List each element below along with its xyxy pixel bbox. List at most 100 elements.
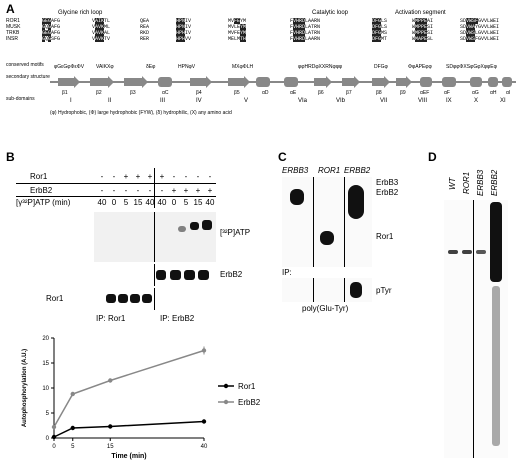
structure-b2: β2 <box>96 90 102 96</box>
alignment-block-3: QEA REA RKD RER <box>140 18 150 42</box>
band-erbb2-3 <box>184 270 195 280</box>
motif-3: δEφ <box>146 64 156 70</box>
activation-segment-label: Activation segment <box>395 10 446 16</box>
c-label-erbb3: ErbB3 <box>376 178 399 187</box>
motif-8: ΦφAPEφφ <box>408 64 432 70</box>
y-tick-label: 10 <box>42 386 49 392</box>
band-erbb2-1 <box>156 270 166 280</box>
motif-9: SDφφΦXSφGφXφφEφ <box>446 64 497 70</box>
band-ror1-2 <box>118 294 128 303</box>
ror1-sign: + <box>135 172 141 181</box>
ror1-sign: - <box>112 172 116 181</box>
legend-marker-erbb2 <box>223 399 229 405</box>
data-point-ror1 <box>201 419 207 424</box>
time-value: 40 <box>145 198 155 207</box>
time-value: 0 <box>111 198 117 207</box>
series-line-erbb2 <box>53 349 205 428</box>
structure-ag: αG <box>472 90 479 96</box>
structure-af: αF <box>444 90 450 96</box>
band-ror1-4 <box>142 294 152 303</box>
data-point-erbb2 <box>51 424 57 430</box>
ip-erbb2-label: IP: ErbB2 <box>160 314 195 323</box>
subdomain-7: VII <box>380 98 388 104</box>
alignment-block-1: GEGAFG GQGAFG GEGAFG GQGSFG <box>42 18 61 42</box>
secondary-structure-label: secondary structure <box>6 74 50 80</box>
sub-domains-label: sub-domains <box>6 96 35 102</box>
band-d-wt <box>448 250 458 254</box>
structure-b9: β9 <box>400 90 406 96</box>
c-ptyr-label: pTyr <box>376 286 392 295</box>
band-c-erbb3 <box>290 189 304 205</box>
band-erbb2-4 <box>198 270 209 280</box>
structure-b1: β1 <box>62 90 68 96</box>
panel-b-letter: B <box>6 150 15 164</box>
band-atp-40 <box>202 220 212 230</box>
band-erbb2-2 <box>170 270 181 280</box>
lane-label-erbb3: ERBB3 <box>282 166 309 175</box>
alignment-block-2: VAIKTL VAVKML VAVKAL VAVKTV <box>92 18 111 42</box>
motif-5: MXφΦLH <box>232 64 254 70</box>
band-atp-15 <box>190 222 199 230</box>
ror1-sign: - <box>172 172 176 181</box>
subdomain-6a: VIa <box>298 98 308 104</box>
erbb2-sign: - <box>136 186 140 195</box>
alignment-block-4: HPNIV HPNIV HPHIV HPHVV <box>176 18 192 42</box>
ror1-sign: + <box>159 172 165 181</box>
alignment-block-9: SDVWSFGVVLWEI SDVWAYGVVLWEI SDVWSLGVVLWE… <box>460 18 500 42</box>
x-tick-label: 0 <box>52 444 56 450</box>
blot-erbb2-label: ErbB2 <box>220 270 243 279</box>
d-lane-wt: WT <box>448 177 457 190</box>
time-value: 0 <box>171 198 177 207</box>
erbb2-sign: - <box>148 186 152 195</box>
band-atp-5 <box>178 226 186 232</box>
d-lane-erbb2: ERBB2 <box>490 169 499 196</box>
motif-legend: (φ) Hydrophobic, (Φ) large hydrophobic (… <box>50 110 232 116</box>
y-tick-label: 0 <box>46 436 50 442</box>
structure-aef: αEF <box>420 90 430 96</box>
x-tick-label: 40 <box>201 444 208 450</box>
blot-atp-label: [³²P]ATP <box>220 228 251 237</box>
subdomain-5: V <box>244 98 249 104</box>
ror1-sign: + <box>147 172 153 181</box>
structure-ac: αC <box>162 90 169 96</box>
protein-insr: INSR <box>6 36 18 42</box>
c-divider-4 <box>344 278 345 302</box>
structure-b7: β7 <box>346 90 352 96</box>
subdomain-4: IV <box>196 98 202 104</box>
c-label-erbb2: ErbB2 <box>376 188 399 197</box>
c-substrate-label: poly(Glu-Tyr) <box>302 304 349 313</box>
band-d-erbb2-smear <box>490 202 502 282</box>
band-d-erbb3 <box>476 250 486 254</box>
time-value: 40 <box>205 198 215 207</box>
atp-time-row-label: [γ³²P]ATP (min) <box>16 198 71 207</box>
subdomain-11: XI <box>500 98 506 104</box>
panel-c-blot-bottom <box>282 278 372 302</box>
subdomain-9: IX <box>446 98 452 104</box>
c-divider-2 <box>344 177 345 267</box>
header-divider-2 <box>16 196 216 197</box>
structure-ah: αH <box>490 90 497 96</box>
time-value: 15 <box>133 198 143 207</box>
protein-name-list: ROR1 MUSK TRKB INSR <box>6 18 20 42</box>
ror1-sign: - <box>196 172 200 181</box>
band-c-erbb2 <box>348 185 364 219</box>
panel-c-blot-top <box>282 177 372 267</box>
band-d-erbb2-ladder <box>492 286 500 446</box>
band-ror1-3 <box>130 294 140 303</box>
motif-2: VAIKXφ <box>96 64 114 70</box>
subdomain-10: X <box>474 98 479 104</box>
glycine-loop-label: Glycine rich loop <box>58 10 103 16</box>
series-line-ror1 <box>53 420 205 438</box>
blot-divider-1 <box>154 212 155 262</box>
catalytic-loop-label: Catalytic loop <box>312 10 349 16</box>
subdomain-1: I <box>70 98 72 104</box>
x-axis-label: Time (min) <box>111 453 146 460</box>
ror1-blot <box>94 288 216 310</box>
erbb2-sign: - <box>160 186 164 195</box>
time-value: 15 <box>193 198 203 207</box>
motif-1: φGεGφΦεΦV <box>54 64 85 70</box>
band-ror1-1 <box>106 294 116 303</box>
structure-ad: αD <box>262 90 269 96</box>
ror1-row-label: Ror1 <box>30 172 48 181</box>
time-value: 5 <box>183 198 189 207</box>
